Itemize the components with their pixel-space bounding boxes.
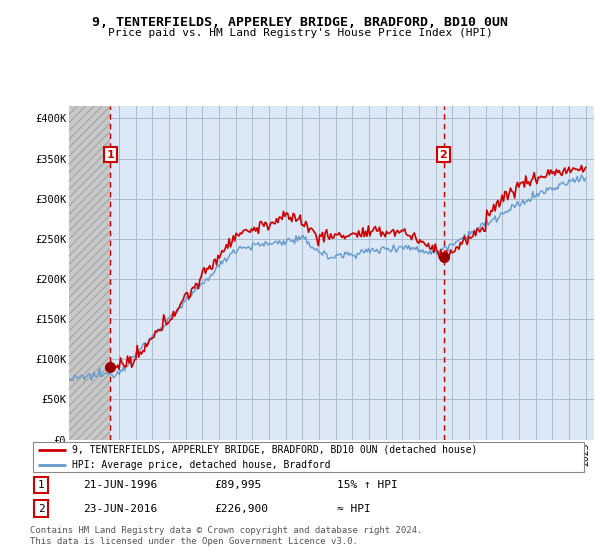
Text: 9, TENTERFIELDS, APPERLEY BRIDGE, BRADFORD, BD10 0UN (detached house): 9, TENTERFIELDS, APPERLEY BRIDGE, BRADFO…: [72, 445, 477, 455]
Text: 1: 1: [106, 150, 114, 160]
Text: 2: 2: [440, 150, 448, 160]
Text: Price paid vs. HM Land Registry's House Price Index (HPI): Price paid vs. HM Land Registry's House …: [107, 28, 493, 38]
Text: ≈ HPI: ≈ HPI: [337, 504, 371, 514]
Text: 15% ↑ HPI: 15% ↑ HPI: [337, 480, 398, 490]
Text: 23-JUN-2016: 23-JUN-2016: [83, 504, 157, 514]
Text: 21-JUN-1996: 21-JUN-1996: [83, 480, 157, 490]
Text: £226,900: £226,900: [214, 504, 268, 514]
Text: Contains HM Land Registry data © Crown copyright and database right 2024.
This d: Contains HM Land Registry data © Crown c…: [30, 526, 422, 546]
FancyBboxPatch shape: [33, 442, 584, 472]
Text: 9, TENTERFIELDS, APPERLEY BRIDGE, BRADFORD, BD10 0UN: 9, TENTERFIELDS, APPERLEY BRIDGE, BRADFO…: [92, 16, 508, 29]
Text: 1: 1: [38, 480, 44, 490]
Text: HPI: Average price, detached house, Bradford: HPI: Average price, detached house, Brad…: [72, 460, 331, 470]
Text: 2: 2: [38, 504, 44, 514]
Text: £89,995: £89,995: [214, 480, 262, 490]
Bar: [69, 106, 110, 440]
